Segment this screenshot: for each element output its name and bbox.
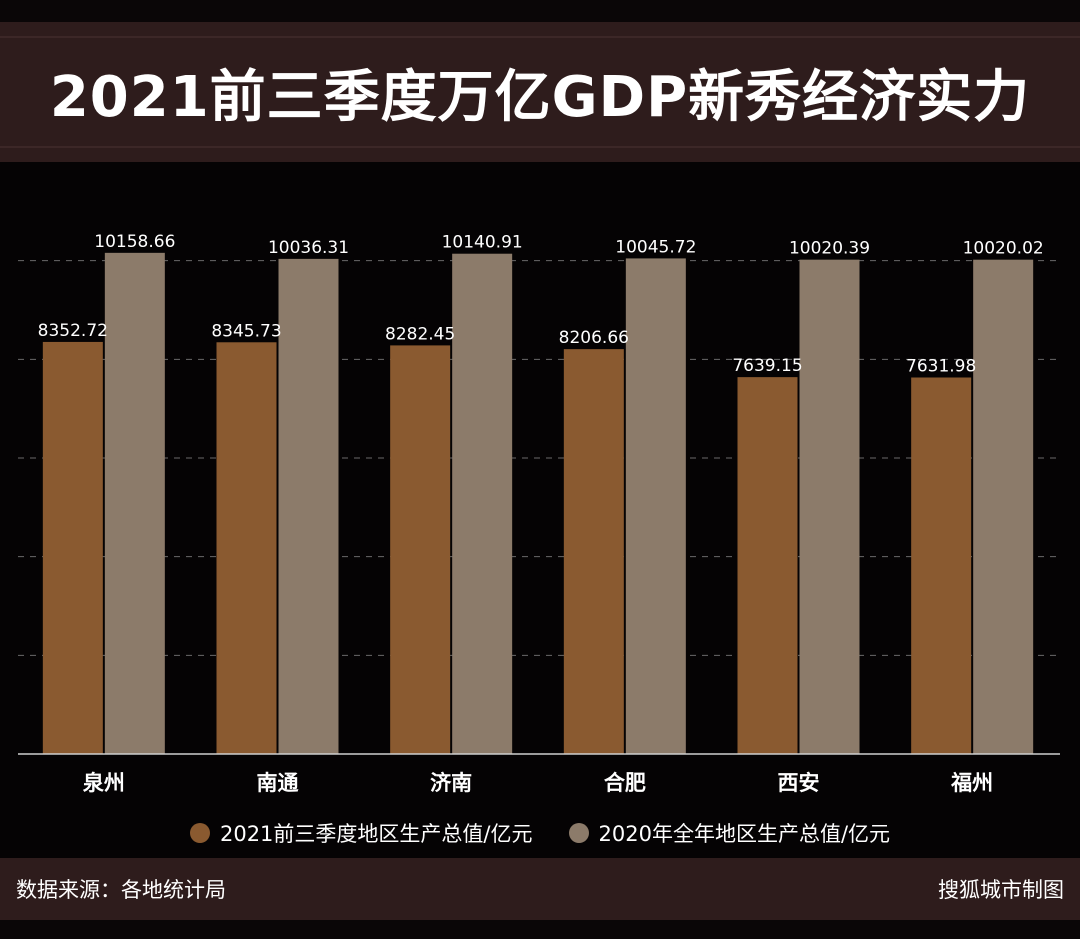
- title-band: 2021前三季度万亿GDP新秀经济实力: [0, 22, 1080, 162]
- bar-2020: [625, 258, 686, 754]
- bottom-border: [0, 920, 1080, 939]
- bar-2021: [563, 349, 624, 754]
- legend-item-2020: 2020年全年地区生产总值/亿元: [568, 818, 891, 848]
- data-label: 10140.91: [442, 233, 523, 253]
- x-tick-label: 南通: [257, 771, 299, 795]
- chart-title: 2021前三季度万亿GDP新秀经济实力: [49, 64, 1031, 130]
- data-label: 10020.02: [963, 239, 1044, 259]
- credit: 搜狐城市制图: [938, 878, 1064, 902]
- data-label: 7631.98: [906, 356, 976, 376]
- bar-2021: [737, 377, 798, 754]
- footer: 数据来源：各地统计局 搜狐城市制图: [0, 858, 1080, 920]
- title-stripe-bottom: [0, 146, 1080, 148]
- data-label: 8352.72: [38, 321, 108, 341]
- legend: 2021前三季度地区生产总值/亿元 2020年全年地区生产总值/亿元: [0, 815, 1080, 851]
- bar-chart: 8352.72 10158.66 8345.73 10036.31 8282.45 101…: [18, 232, 1060, 795]
- title-stripe-top: [0, 36, 1080, 38]
- bar-2021: [42, 341, 103, 754]
- bar-2020: [104, 252, 165, 754]
- legend-swatch-2020: [568, 823, 589, 843]
- bar-2020: [452, 253, 513, 755]
- bar-2021: [216, 342, 277, 754]
- data-label: 7639.15: [732, 356, 802, 376]
- x-tick-label: 福州: [950, 771, 993, 795]
- bar-2021: [911, 377, 972, 754]
- bar-2020: [799, 259, 860, 754]
- data-label: 8345.73: [211, 321, 281, 341]
- bar-2020: [973, 259, 1034, 754]
- bars: [42, 252, 1034, 755]
- data-labels: 8352.72 10158.66 8345.73 10036.31 8282.45 101…: [38, 232, 1044, 377]
- x-tick-label: 泉州: [83, 771, 125, 795]
- x-tick-label: 西安: [778, 771, 820, 795]
- legend-item-2021: 2021前三季度地区生产总值/亿元: [189, 818, 533, 848]
- data-label: 8282.45: [385, 324, 455, 344]
- legend-label-2021: 2021前三季度地区生产总值/亿元: [219, 822, 533, 846]
- top-border: [0, 0, 1080, 22]
- x-tick-label: 合肥: [604, 771, 646, 795]
- bar-2020: [278, 258, 339, 754]
- x-axis: 泉州 南通 济南 合肥 西安 福州: [18, 753, 1060, 795]
- legend-label-2020: 2020年全年地区生产总值/亿元: [598, 822, 891, 846]
- gridlines: [18, 260, 1060, 656]
- x-tick-label: 济南: [430, 771, 472, 795]
- data-label: 8206.66: [559, 328, 629, 348]
- data-label: 10045.72: [615, 237, 696, 257]
- bar-2021: [390, 345, 451, 754]
- data-source: 数据来源：各地统计局: [16, 878, 226, 902]
- data-label: 10036.31: [268, 238, 349, 258]
- data-label: 10020.39: [789, 239, 870, 259]
- legend-swatch-2021: [189, 823, 210, 843]
- data-label: 10158.66: [94, 232, 175, 252]
